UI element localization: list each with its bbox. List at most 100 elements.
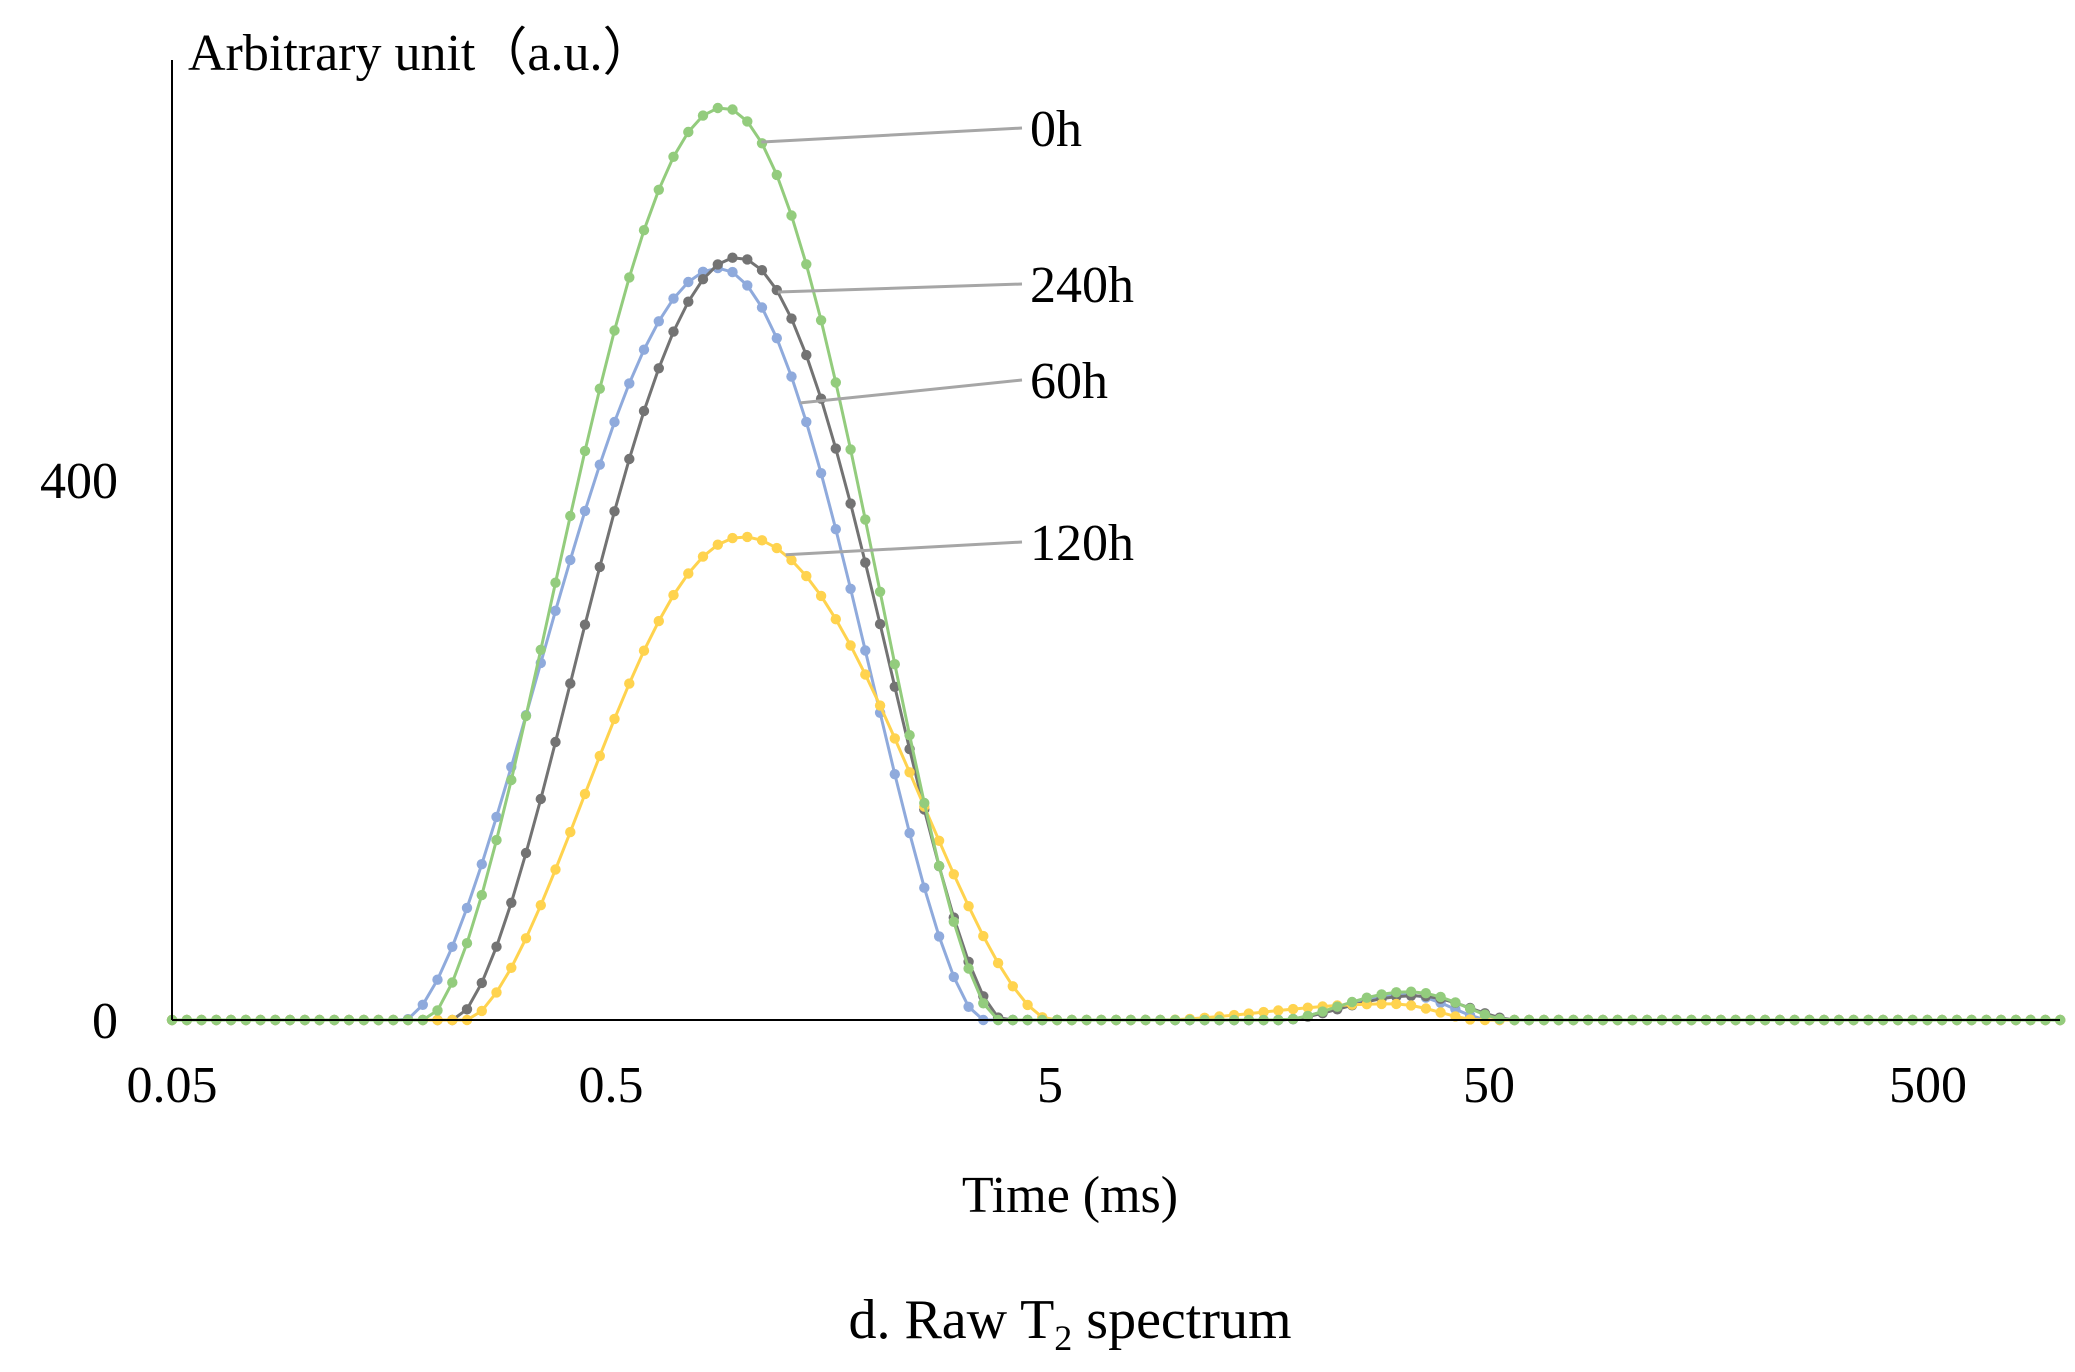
data-point bbox=[476, 859, 487, 870]
data-point bbox=[830, 524, 841, 535]
axis-layer bbox=[171, 60, 2060, 1021]
data-point bbox=[550, 864, 561, 875]
data-point bbox=[1435, 1007, 1446, 1018]
data-point bbox=[550, 577, 561, 588]
x-tick-label: 50 bbox=[1463, 1057, 1515, 1114]
x-tick-label: 0.5 bbox=[579, 1057, 644, 1114]
data-point bbox=[417, 999, 428, 1010]
data-point bbox=[801, 259, 812, 270]
data-point bbox=[565, 678, 576, 689]
data-point bbox=[727, 532, 738, 544]
callout-label-120h: 120h bbox=[1030, 515, 1134, 572]
data-point bbox=[697, 266, 709, 277]
data-point bbox=[697, 110, 709, 121]
data-point bbox=[904, 767, 915, 778]
data-point bbox=[609, 713, 620, 725]
data-point bbox=[594, 383, 605, 394]
data-point bbox=[624, 678, 635, 689]
data-point bbox=[889, 681, 900, 692]
data-point bbox=[904, 827, 915, 839]
data-point bbox=[609, 416, 620, 428]
data-point bbox=[830, 443, 841, 454]
data-point bbox=[624, 272, 635, 283]
data-point bbox=[2055, 1014, 2066, 1026]
data-point bbox=[638, 405, 650, 417]
data-point bbox=[506, 897, 517, 908]
data-point bbox=[1479, 1009, 1491, 1020]
data-point bbox=[653, 363, 664, 374]
data-point bbox=[860, 557, 871, 568]
data-point bbox=[712, 539, 723, 550]
data-point bbox=[461, 902, 473, 914]
data-point bbox=[683, 296, 694, 307]
y-tick-label: 400 bbox=[40, 453, 118, 510]
data-point bbox=[447, 941, 458, 952]
data-point bbox=[432, 974, 443, 985]
data-point bbox=[683, 276, 694, 288]
data-point bbox=[506, 962, 517, 973]
data-point bbox=[550, 605, 561, 616]
data-point bbox=[978, 998, 989, 1009]
data-point bbox=[889, 659, 900, 670]
data-point bbox=[535, 900, 546, 911]
data-point bbox=[860, 514, 871, 525]
data-point bbox=[1376, 989, 1387, 1000]
data-point bbox=[1450, 997, 1461, 1008]
data-point bbox=[1391, 998, 1402, 1010]
x-tick-label: 0.05 bbox=[127, 1057, 218, 1114]
data-point bbox=[756, 265, 768, 276]
data-point bbox=[565, 510, 576, 522]
callout-leader-60h bbox=[800, 378, 1023, 405]
y-tick-label: 0 bbox=[92, 993, 118, 1050]
data-point bbox=[992, 957, 1004, 969]
data-point bbox=[933, 931, 945, 942]
data-point bbox=[697, 274, 709, 285]
data-point bbox=[1022, 999, 1033, 1011]
data-point bbox=[476, 977, 487, 989]
data-point bbox=[830, 614, 841, 625]
data-point bbox=[845, 583, 856, 594]
data-point bbox=[653, 184, 664, 195]
data-point bbox=[727, 266, 738, 278]
data-point bbox=[1405, 986, 1417, 997]
data-point bbox=[786, 313, 797, 324]
data-point bbox=[845, 640, 856, 651]
data-point bbox=[801, 570, 812, 582]
data-point bbox=[948, 971, 959, 983]
callout-leader-120h bbox=[785, 540, 1023, 557]
data-point bbox=[1346, 996, 1358, 1008]
data-point bbox=[712, 102, 723, 114]
data-point bbox=[594, 561, 605, 573]
data-point bbox=[668, 326, 679, 337]
data-point bbox=[1420, 988, 1432, 999]
data-point bbox=[742, 254, 753, 265]
data-point bbox=[638, 225, 650, 236]
data-point bbox=[815, 315, 827, 326]
data-point bbox=[506, 774, 517, 786]
data-point bbox=[1317, 1006, 1328, 1017]
data-point bbox=[1287, 1003, 1299, 1015]
data-point bbox=[683, 126, 694, 138]
annotation-layer: 0h 240h 60h 120h bbox=[761, 101, 1134, 572]
data-point bbox=[948, 916, 959, 927]
data-point bbox=[919, 882, 930, 893]
data-point bbox=[889, 733, 900, 744]
x-tick-label: 5 bbox=[1037, 1057, 1063, 1114]
data-point bbox=[535, 644, 546, 655]
x-tick-label: 500 bbox=[1889, 1057, 1967, 1114]
data-point bbox=[1332, 1001, 1343, 1012]
data-point bbox=[742, 280, 753, 291]
data-point bbox=[579, 788, 591, 800]
data-point bbox=[771, 284, 782, 296]
data-point bbox=[742, 116, 753, 127]
data-point bbox=[963, 963, 974, 974]
data-point bbox=[874, 586, 886, 597]
callout-label-240h: 240h bbox=[1030, 257, 1134, 314]
data-point bbox=[653, 316, 664, 327]
data-point bbox=[476, 1005, 487, 1017]
data-point bbox=[815, 468, 827, 479]
data-point bbox=[727, 252, 738, 263]
data-point bbox=[963, 1001, 974, 1012]
